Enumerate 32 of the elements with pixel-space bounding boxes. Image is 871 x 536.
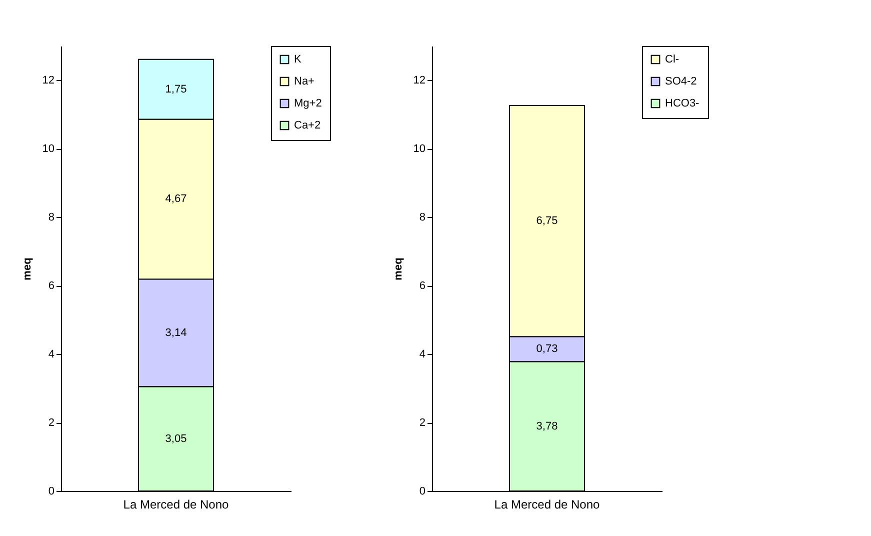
y-tick-label: 8 (419, 212, 426, 224)
y-tick-label: 6 (48, 280, 54, 292)
y-tick-label: 12 (42, 74, 54, 87)
data-label: 4,67 (165, 193, 187, 206)
data-label: 1,75 (165, 83, 187, 96)
legend-label: Na+ (294, 76, 314, 88)
y-tick-label: 4 (48, 348, 54, 361)
y-tick-label: 4 (419, 348, 426, 361)
y-tick-label: 8 (48, 212, 54, 224)
x-tick-label: La Merced de Nono (494, 498, 600, 512)
legend-label: K (294, 54, 302, 66)
legend-label: Mg+2 (294, 98, 322, 110)
y-tick-label: 0 (419, 486, 426, 498)
legend-label: HCO3- (665, 98, 700, 110)
data-label: 0,73 (536, 343, 558, 356)
data-label: 3,14 (165, 326, 187, 339)
y-tick-label: 6 (419, 280, 426, 292)
data-label: 3,78 (536, 420, 558, 432)
y-axis-title: meq (392, 258, 404, 280)
y-axis-title: meq (21, 258, 34, 280)
y-tick-label: 10 (413, 143, 426, 156)
data-label: 6,75 (536, 215, 558, 228)
data-label: 3,05 (165, 432, 187, 445)
legend-label: Ca+2 (294, 120, 321, 132)
y-tick-label: 2 (48, 417, 54, 430)
legend-label: SO4-2 (665, 76, 697, 88)
legend-label: Cl- (665, 54, 680, 66)
y-tick-label: 12 (413, 74, 426, 87)
y-tick-label: 10 (42, 143, 54, 156)
y-tick-label: 0 (48, 486, 54, 498)
x-tick-label: La Merced de Nono (123, 498, 230, 512)
y-tick-label: 2 (419, 417, 426, 430)
